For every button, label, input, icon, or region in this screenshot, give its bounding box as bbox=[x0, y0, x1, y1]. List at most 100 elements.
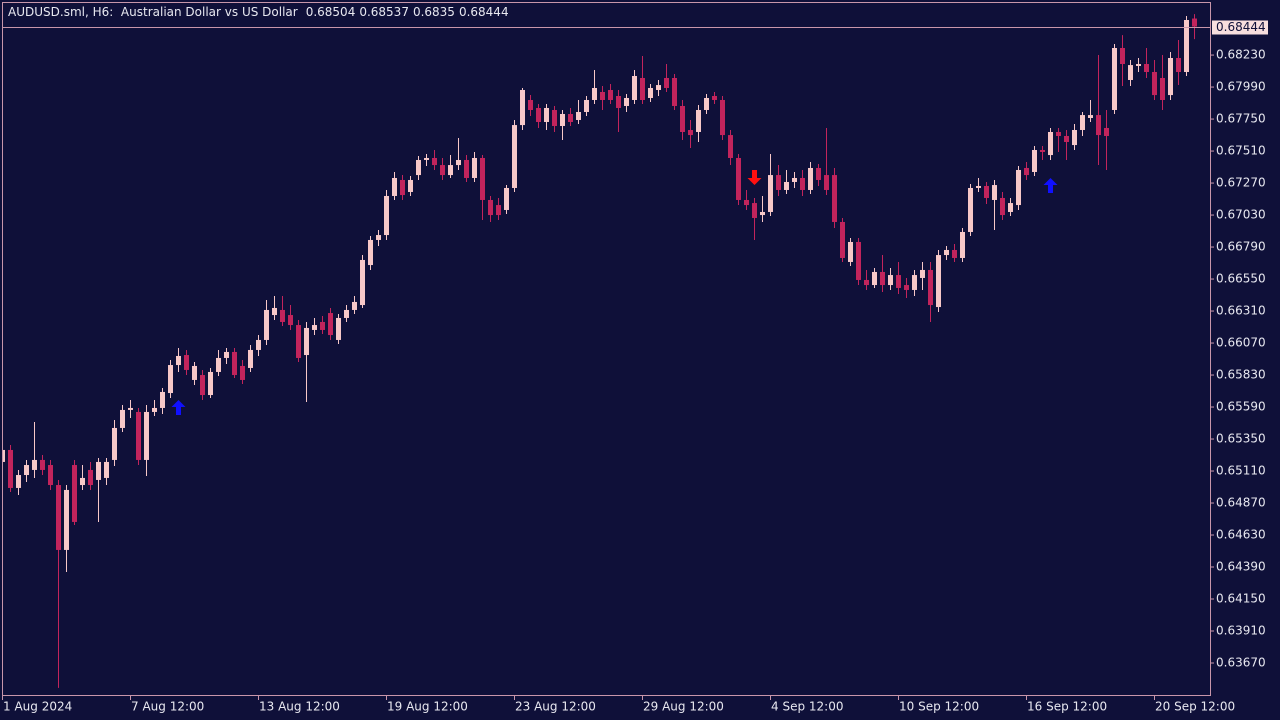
y-tick-label: 0.67270 bbox=[1216, 176, 1266, 190]
candle-body bbox=[360, 259, 365, 306]
candle-body bbox=[888, 275, 893, 286]
candle-body bbox=[704, 97, 709, 110]
candle-body bbox=[472, 157, 477, 178]
x-tick-label: 23 Aug 12:00 bbox=[515, 700, 596, 714]
y-tick-label: 0.67990 bbox=[1216, 80, 1266, 94]
candle-body bbox=[296, 325, 301, 358]
y-tick-label: 0.65350 bbox=[1216, 432, 1266, 446]
candle-body bbox=[24, 465, 29, 476]
candle-body bbox=[536, 107, 541, 122]
candle-body bbox=[88, 469, 93, 486]
candle-body bbox=[160, 391, 165, 408]
candle-body bbox=[528, 99, 533, 110]
candle-body bbox=[976, 185, 981, 188]
candle-body bbox=[912, 275, 917, 290]
candle-body bbox=[592, 87, 597, 100]
candle-body bbox=[880, 271, 885, 286]
y-tick-label: 0.66310 bbox=[1216, 304, 1266, 318]
candle-body bbox=[304, 327, 309, 356]
candle-body bbox=[192, 365, 197, 380]
candle-body bbox=[8, 449, 13, 488]
candle-body bbox=[208, 371, 213, 396]
candle-body bbox=[736, 157, 741, 200]
x-tick-label: 1 Aug 2024 bbox=[3, 700, 72, 714]
y-tick-label: 0.64390 bbox=[1216, 560, 1266, 574]
candle-body bbox=[168, 365, 173, 394]
y-tick-label: 0.66550 bbox=[1216, 272, 1266, 286]
candle-body bbox=[336, 317, 341, 340]
candle-body bbox=[392, 177, 397, 196]
candle-body bbox=[896, 275, 901, 288]
candle-body bbox=[520, 89, 525, 126]
candle-body bbox=[400, 179, 405, 196]
price-label-box bbox=[1212, 20, 1268, 35]
candle-body bbox=[1128, 65, 1133, 80]
candle-body bbox=[504, 187, 509, 210]
candle-body bbox=[320, 321, 325, 330]
candle-body bbox=[1048, 131, 1053, 156]
candle-body bbox=[760, 211, 765, 216]
candle-body bbox=[1024, 167, 1029, 176]
candle-body bbox=[248, 349, 253, 368]
candle-body bbox=[696, 109, 701, 132]
candle-body bbox=[1168, 57, 1173, 96]
candle-body bbox=[352, 301, 357, 310]
y-tick-label: 0.63910 bbox=[1216, 624, 1266, 638]
candle-body bbox=[544, 107, 549, 122]
y-tick-label: 0.64150 bbox=[1216, 592, 1266, 606]
candle-body bbox=[648, 87, 653, 98]
buy-arrow bbox=[171, 399, 186, 415]
y-tick-label: 0.66070 bbox=[1216, 336, 1266, 350]
candle-body bbox=[264, 309, 269, 340]
candle-body bbox=[952, 249, 957, 258]
candle-body bbox=[1088, 115, 1093, 118]
candle-body bbox=[216, 357, 221, 372]
candle-body bbox=[568, 113, 573, 122]
price-label: 0.68444 bbox=[1216, 20, 1266, 34]
x-tick-label: 16 Sep 12:00 bbox=[1027, 700, 1107, 714]
candle-body bbox=[1136, 63, 1141, 66]
candle-body bbox=[608, 89, 613, 100]
candle-body bbox=[944, 249, 949, 256]
candle-body bbox=[720, 99, 725, 136]
candle-body bbox=[904, 285, 909, 290]
candle-body bbox=[712, 95, 717, 100]
chart-title: AUDUSD.sml, H6: Australian Dollar vs US … bbox=[8, 5, 509, 19]
candle-body bbox=[3, 449, 5, 462]
title-low: 0.6835 bbox=[413, 5, 455, 19]
candle-body bbox=[680, 105, 685, 132]
candle-body bbox=[128, 407, 133, 410]
candle-body bbox=[624, 97, 629, 106]
candle-body bbox=[120, 409, 125, 428]
candle-body bbox=[144, 411, 149, 460]
candle-body bbox=[856, 241, 861, 280]
candle-body bbox=[928, 269, 933, 306]
candle-body bbox=[96, 461, 101, 480]
x-tick-label: 29 Aug 12:00 bbox=[643, 700, 724, 714]
sell-arrow bbox=[747, 170, 762, 186]
candle-body bbox=[496, 205, 501, 216]
candle-body bbox=[616, 95, 621, 108]
candle-body bbox=[232, 351, 237, 376]
candle-body bbox=[656, 85, 661, 90]
candle-body bbox=[112, 427, 117, 460]
candle-body bbox=[1112, 47, 1117, 110]
y-tick-label: 0.67510 bbox=[1216, 144, 1266, 158]
candle-body bbox=[104, 461, 109, 478]
candle-body bbox=[272, 307, 277, 316]
candle-body bbox=[816, 167, 821, 180]
candle-body bbox=[16, 475, 21, 488]
candle-body bbox=[136, 411, 141, 460]
candle-body bbox=[800, 177, 805, 190]
candle-body bbox=[664, 77, 669, 88]
candle-body bbox=[872, 271, 877, 286]
title-text: AUDUSD.sml, H6: Australian Dollar vs US … bbox=[8, 5, 298, 19]
candle-body bbox=[1144, 63, 1149, 72]
candle-body bbox=[752, 203, 757, 218]
buy-arrow bbox=[1043, 177, 1058, 193]
candle-body bbox=[640, 77, 645, 100]
candle-body bbox=[864, 279, 869, 286]
candle-body bbox=[1184, 19, 1189, 72]
x-tick-label: 13 Aug 12:00 bbox=[259, 700, 340, 714]
candle-body bbox=[40, 459, 45, 470]
